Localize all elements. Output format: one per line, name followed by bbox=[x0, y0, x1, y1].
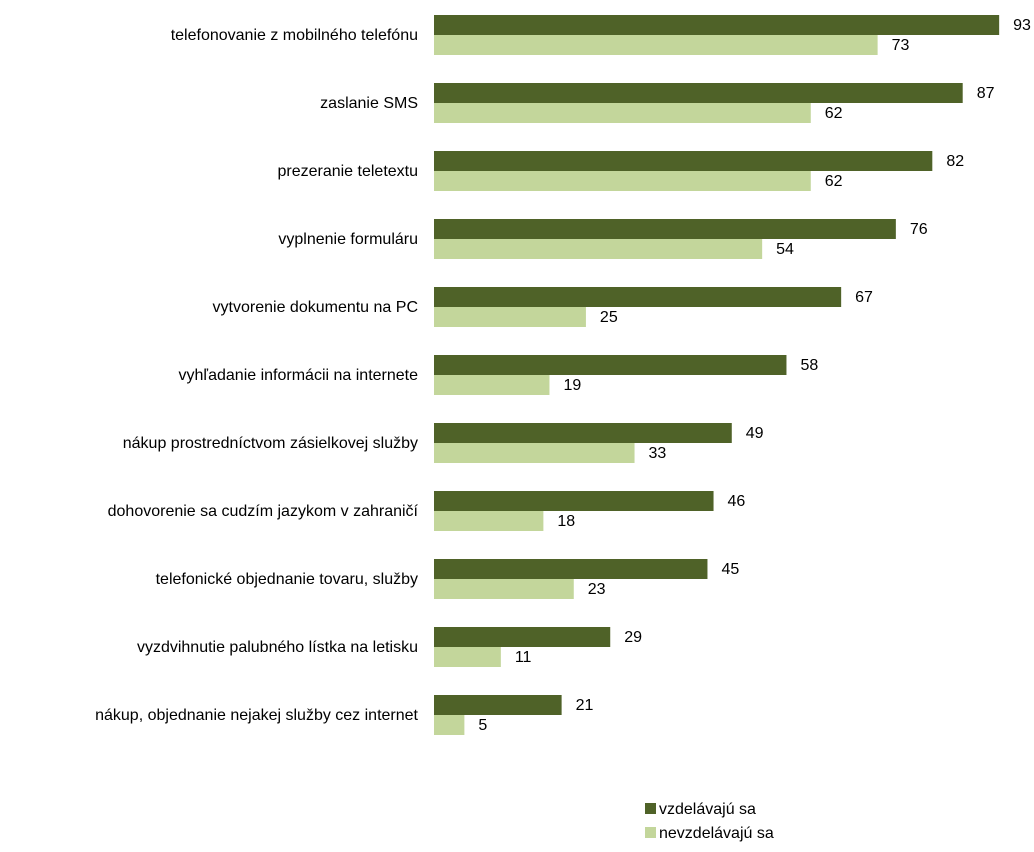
bar-vzdelavaju bbox=[434, 423, 732, 443]
data-label: 49 bbox=[746, 425, 764, 442]
category-label: nákup, objednanie nejakej služby cez int… bbox=[95, 707, 418, 724]
data-label: 23 bbox=[588, 581, 606, 598]
bar-vzdelavaju bbox=[434, 287, 842, 307]
data-label: 93 bbox=[1013, 17, 1031, 34]
bar-vzdelavaju bbox=[434, 151, 933, 171]
category-label: nákup prostredníctvom zásielkovej služby bbox=[123, 435, 418, 452]
category-label: vyhľadanie informácii na internete bbox=[179, 367, 419, 384]
legend-label: nevzdelávajú sa bbox=[659, 825, 774, 842]
data-label: 62 bbox=[825, 105, 843, 122]
value-labels-group: 93 73 87 62 82 62 76 54 67 25 58 19 49 33 46 18 45 23 29 11… bbox=[478, 17, 1031, 734]
category-label: dohovorenie sa cudzím jazykom v zahranič… bbox=[108, 503, 419, 520]
data-label: 58 bbox=[800, 357, 818, 374]
bar-nevzdelavaju bbox=[434, 715, 465, 735]
bar-vzdelavaju bbox=[434, 219, 896, 239]
data-label: 62 bbox=[825, 173, 843, 190]
category-label: vyzdvihnutie palubného lístka na letisku bbox=[137, 639, 418, 656]
category-label: telefonické objednanie tovaru, služby bbox=[156, 571, 418, 588]
bar-nevzdelavaju bbox=[434, 35, 878, 55]
category-label: telefonovanie z mobilného telefónu bbox=[171, 27, 418, 44]
bar-nevzdelavaju bbox=[434, 443, 635, 463]
bar-vzdelavaju bbox=[434, 627, 611, 647]
bar-nevzdelavaju bbox=[434, 307, 586, 327]
data-label: 21 bbox=[576, 697, 594, 714]
bars-group bbox=[434, 15, 1000, 735]
bar-vzdelavaju bbox=[434, 695, 562, 715]
data-label: 54 bbox=[776, 241, 794, 258]
legend-label: vzdelávajú sa bbox=[659, 801, 756, 818]
legend-swatch bbox=[645, 827, 656, 838]
category-label: vytvorenie dokumentu na PC bbox=[213, 299, 418, 316]
data-label: 46 bbox=[728, 493, 746, 510]
category-labels-group: telefonovanie z mobilného telefónu zaslan… bbox=[95, 27, 418, 724]
data-label: 73 bbox=[892, 37, 910, 54]
data-label: 19 bbox=[563, 377, 581, 394]
bar-vzdelavaju bbox=[434, 355, 787, 375]
data-label: 29 bbox=[624, 629, 642, 646]
bar-nevzdelavaju bbox=[434, 171, 811, 191]
data-label: 25 bbox=[600, 309, 618, 326]
data-label: 45 bbox=[721, 561, 739, 578]
bar-nevzdelavaju bbox=[434, 647, 501, 667]
legend: vzdelávajú sa nevzdelávajú sa bbox=[645, 801, 774, 842]
legend-swatch bbox=[645, 803, 656, 814]
bar-nevzdelavaju bbox=[434, 239, 763, 259]
data-label: 11 bbox=[515, 649, 532, 666]
bar-vzdelavaju bbox=[434, 491, 714, 511]
category-label: vyplnenie formuláru bbox=[278, 231, 418, 248]
data-label: 18 bbox=[557, 513, 575, 530]
category-label: prezeranie teletextu bbox=[277, 163, 418, 180]
data-label: 5 bbox=[478, 717, 487, 734]
data-label: 67 bbox=[855, 289, 873, 306]
bar-nevzdelavaju bbox=[434, 579, 574, 599]
bar-vzdelavaju bbox=[434, 83, 963, 103]
data-label: 82 bbox=[946, 153, 964, 170]
bar-vzdelavaju bbox=[434, 15, 1000, 35]
data-label: 76 bbox=[910, 221, 928, 238]
category-label: zaslanie SMS bbox=[320, 95, 418, 112]
bar-nevzdelavaju bbox=[434, 375, 550, 395]
bar-nevzdelavaju bbox=[434, 511, 544, 531]
bar-vzdelavaju bbox=[434, 559, 708, 579]
data-label: 87 bbox=[977, 85, 995, 102]
data-label: 33 bbox=[649, 445, 667, 462]
bar-nevzdelavaju bbox=[434, 103, 811, 123]
